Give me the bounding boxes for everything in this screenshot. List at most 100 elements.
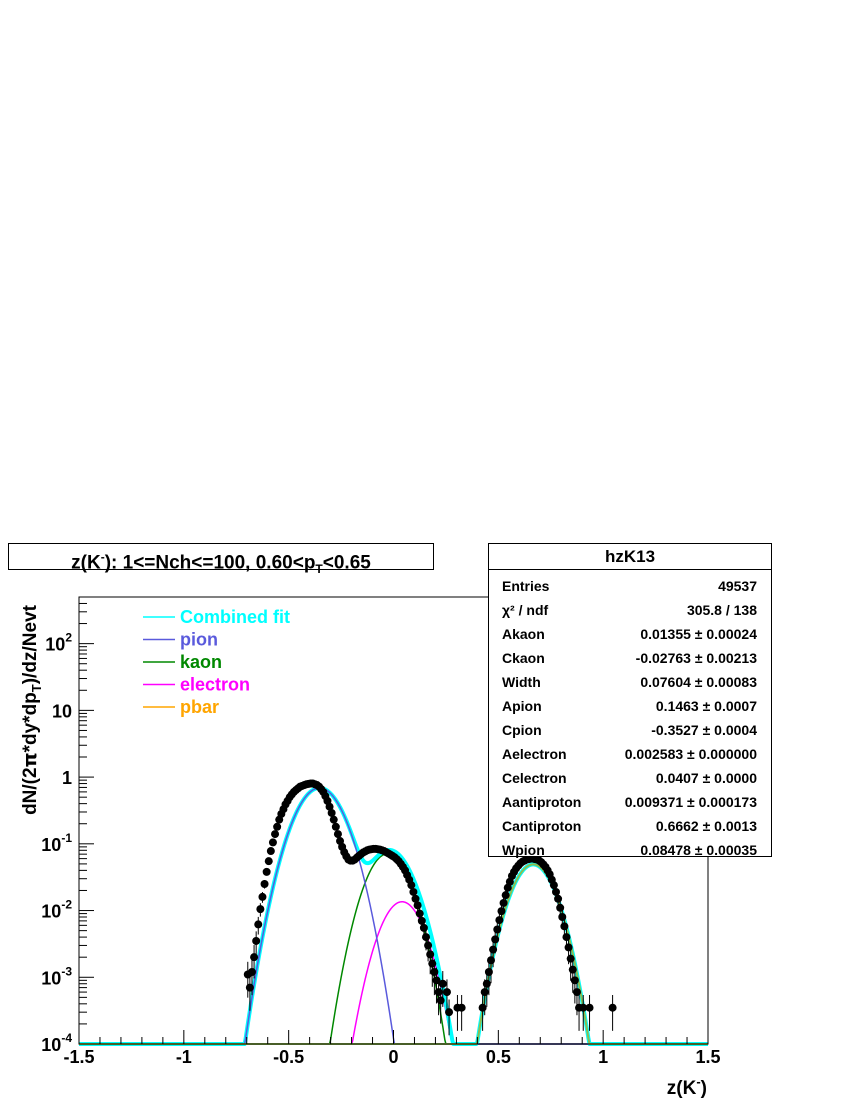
data-point — [566, 954, 575, 963]
data-point — [434, 988, 443, 997]
data-point — [260, 879, 269, 888]
data-point — [564, 943, 573, 952]
stats-key: χ² / ndf — [502, 602, 549, 618]
data-point — [333, 830, 342, 839]
stats-value: 0.08478 ± 0.00035 — [640, 842, 757, 858]
data-point — [568, 965, 577, 974]
data-point — [489, 945, 498, 954]
data-point — [428, 959, 437, 968]
data-point — [556, 903, 565, 912]
data-point — [457, 1003, 466, 1012]
data-point — [482, 979, 491, 988]
data-point — [486, 956, 495, 965]
data-point — [585, 1003, 594, 1012]
y-tick-label: 1 — [62, 768, 72, 788]
stats-key: Akaon — [502, 626, 545, 642]
data-point — [551, 887, 560, 896]
data-point — [484, 967, 493, 976]
data-point — [331, 822, 340, 831]
data-point — [426, 950, 435, 959]
pbar-overlay-curve — [79, 863, 708, 1045]
stats-key: Aelectron — [502, 746, 567, 762]
y-tick-label: 10 — [52, 701, 72, 721]
stats-row: Cpion -0.3527 ± 0.0004 — [489, 718, 771, 742]
stats-value: 0.01355 ± 0.00024 — [640, 626, 757, 642]
data-point — [436, 996, 445, 1005]
stats-value: -0.02763 ± 0.00213 — [635, 650, 757, 666]
stats-row: Entries 49537 — [489, 574, 771, 598]
data-point — [329, 815, 338, 824]
legend-label: pion — [180, 630, 218, 650]
data-point — [266, 847, 275, 856]
x-tick-label: -1.5 — [63, 1047, 94, 1067]
data-point — [549, 881, 558, 890]
stats-row: χ² / ndf 305.8 / 138 — [489, 598, 771, 622]
data-point — [501, 891, 510, 900]
y-tick-label: 10-4 — [41, 1031, 72, 1055]
stats-value: 0.0407 ± 0.0000 — [655, 770, 757, 786]
data-point — [417, 916, 426, 925]
y-tick-label: 10-2 — [41, 898, 72, 922]
stats-key: Wpion — [502, 842, 545, 858]
data-point — [325, 802, 334, 811]
data-point — [558, 913, 567, 922]
stats-title: hzK13 — [489, 544, 771, 570]
data-points — [243, 779, 617, 1036]
stats-key: Celectron — [502, 770, 567, 786]
y-axis-label: dN/(2π*dy*dpT)/dz/Nevt — [19, 604, 44, 815]
data-point — [438, 979, 447, 988]
legend-label: pbar — [180, 697, 219, 717]
data-point — [407, 881, 416, 890]
data-point — [258, 892, 267, 901]
data-point — [495, 916, 504, 925]
data-point — [409, 887, 418, 896]
stats-key: Aantiproton — [502, 794, 582, 810]
data-point — [262, 867, 271, 876]
stats-value: 49537 — [718, 578, 757, 594]
electron-curve — [79, 900, 708, 1045]
data-point — [327, 808, 336, 817]
stats-key: Entries — [502, 578, 550, 594]
stats-box: hzK13 Entries 49537 χ² / ndf 305.8 / 138 Aka… — [488, 543, 772, 858]
pbar-curve — [79, 863, 708, 1045]
data-point — [413, 901, 422, 910]
data-point — [445, 1008, 454, 1017]
data-point — [579, 1003, 588, 1012]
data-point — [268, 838, 277, 847]
data-point — [493, 925, 502, 934]
data-point — [562, 933, 571, 942]
stats-key: Cpion — [502, 722, 542, 738]
stats-row: Apion 0.1463 ± 0.0007 — [489, 694, 771, 718]
data-point — [560, 922, 569, 931]
stats-value: -0.3527 ± 0.0004 — [651, 722, 757, 738]
data-point — [421, 933, 430, 942]
stats-row: Ckaon -0.02763 ± 0.00213 — [489, 646, 771, 670]
x-tick-label: -1 — [176, 1047, 192, 1067]
x-tick-label: 1 — [598, 1047, 608, 1067]
data-point — [480, 988, 489, 997]
stats-row: Aelectron 0.002583 ± 0.000000 — [489, 742, 771, 766]
data-point — [247, 967, 256, 976]
data-point — [478, 1003, 487, 1012]
data-point — [419, 923, 428, 932]
x-tick-label: 0 — [388, 1047, 398, 1067]
axes: -1.5 -1 -0.5 0 0.5 1 1.5 10-4 10-3 10-2 10-1 1 10 102 — [41, 596, 721, 1067]
y-tick-label: 102 — [45, 631, 72, 655]
stats-value: 0.002583 ± 0.000000 — [624, 746, 757, 762]
data-point — [570, 976, 579, 985]
data-point — [271, 830, 280, 839]
legend-label: electron — [180, 675, 250, 695]
stats-key: Cantiproton — [502, 818, 582, 834]
stats-key: Apion — [502, 698, 542, 714]
data-point — [415, 909, 424, 918]
data-point — [491, 935, 500, 944]
stats-row: Aantiproton 0.009371 ± 0.000173 — [489, 790, 771, 814]
stats-row: Width 0.07604 ± 0.00083 — [489, 670, 771, 694]
data-point — [264, 857, 273, 866]
stats-row: Celectron 0.0407 ± 0.0000 — [489, 766, 771, 790]
x-tick-label: -0.5 — [273, 1047, 304, 1067]
legend-label: kaon — [180, 652, 222, 672]
data-point — [442, 988, 451, 997]
stats-row: Wpion 0.08478 ± 0.00035 — [489, 838, 771, 862]
